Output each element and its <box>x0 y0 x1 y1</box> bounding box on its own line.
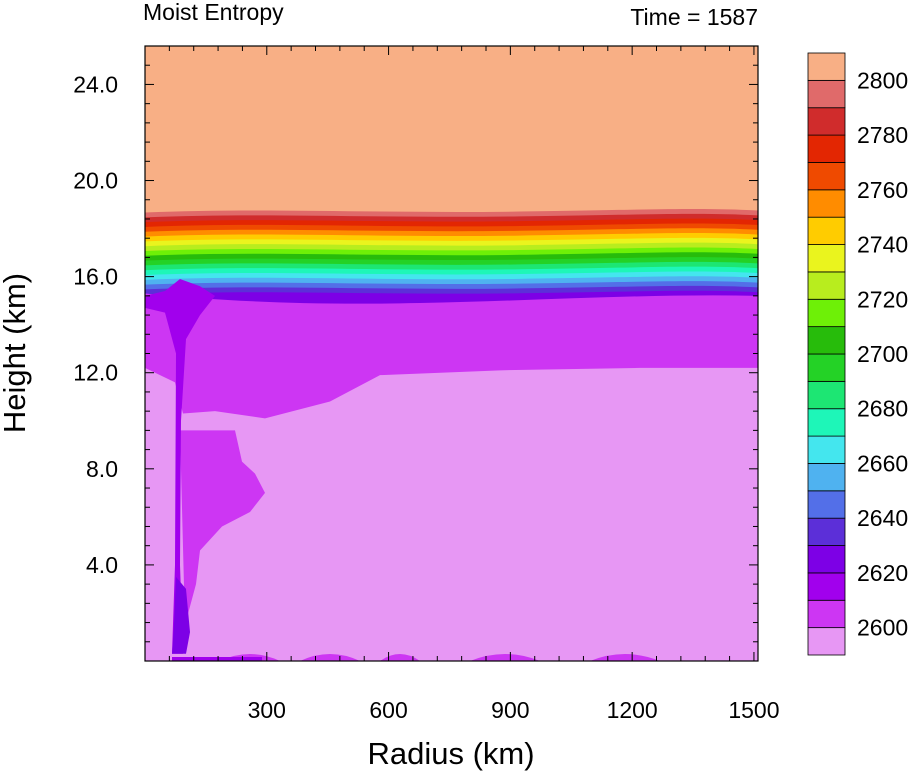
contour-surface-bump-3 <box>470 654 540 661</box>
colorbar-label: 2760 <box>857 177 908 203</box>
x-tick-label: 1200 <box>607 697 658 723</box>
colorbar-swatch <box>807 134 846 163</box>
colorbar-swatch <box>807 380 846 410</box>
colorbar-label: 2660 <box>857 450 908 476</box>
colorbar-swatch <box>807 463 846 492</box>
x-tick-labels: 300 600 900 1200 1500 <box>248 697 780 723</box>
contour-surface-strip <box>172 657 262 661</box>
colorbar-swatch <box>807 435 846 464</box>
colorbar-swatch <box>807 244 846 273</box>
colorbar-label: 2740 <box>857 232 908 258</box>
x-tick-label: 300 <box>248 697 286 723</box>
x-tick-label: 600 <box>369 697 407 723</box>
colorbar-label: 2780 <box>857 122 908 148</box>
contour-lower-layer <box>145 367 758 661</box>
contour-surface-bump-1 <box>300 654 360 661</box>
colorbar-swatch <box>807 353 846 382</box>
colorbar-swatch <box>807 326 846 355</box>
colorbar-label: 2620 <box>857 560 908 586</box>
colorbar-swatch <box>807 517 846 546</box>
colorbar-swatch <box>807 189 846 218</box>
colorbar-swatch <box>807 107 846 136</box>
contour-surface-bump-2 <box>380 654 420 661</box>
chart-title: Moist Entropy <box>143 0 284 25</box>
colorbar-label: 2800 <box>857 67 908 93</box>
x-axis-label: Radius (km) <box>367 736 534 771</box>
colorbar-label: 2680 <box>857 396 908 422</box>
contour-eyewall-tower <box>145 279 215 654</box>
colorbar-label: 2720 <box>857 286 908 312</box>
colorbar-swatch <box>807 162 846 191</box>
axis-ticks <box>145 46 758 661</box>
colorbar-swatch <box>807 545 846 574</box>
contour-field <box>145 46 758 661</box>
colorbar-swatch <box>807 79 846 109</box>
colorbar-label: 2600 <box>857 615 908 641</box>
colorbar-swatch <box>807 599 846 629</box>
y-tick-label: 24.0 <box>73 71 118 97</box>
x-tick-label: 900 <box>491 697 529 723</box>
colorbar-swatch <box>807 627 846 656</box>
y-tick-label: 16.0 <box>73 264 118 290</box>
contour-eyewall-lobe <box>180 430 265 625</box>
y-tick-label: 12.0 <box>73 360 118 386</box>
colorbar-swatch <box>807 490 846 519</box>
colorbar-swatch <box>807 298 846 328</box>
time-label: Time = 1587 <box>630 4 758 30</box>
x-tick-label: 1500 <box>728 697 779 723</box>
colorbar-swatch <box>807 52 846 81</box>
colorbar-swatch <box>807 216 846 245</box>
y-tick-label: 4.0 <box>86 552 118 578</box>
colorbar-swatch <box>807 271 846 300</box>
contour-eyewall-base <box>172 576 190 654</box>
colorbar <box>807 52 846 656</box>
y-tick-label: 20.0 <box>73 168 118 194</box>
colorbar-label: 2700 <box>857 341 908 367</box>
colorbar-swatch <box>807 572 846 601</box>
y-tick-label: 8.0 <box>86 456 118 482</box>
colorbar-swatch <box>807 408 846 437</box>
y-axis-label: Height (km) <box>0 273 32 433</box>
colorbar-labels: 2600 2620 2640 2660 2680 2700 2720 2740 2760 2780… <box>857 67 908 640</box>
y-tick-labels: 4.0 8.0 12.0 16.0 20.0 24.0 <box>73 71 118 577</box>
colorbar-label: 2640 <box>857 505 908 531</box>
